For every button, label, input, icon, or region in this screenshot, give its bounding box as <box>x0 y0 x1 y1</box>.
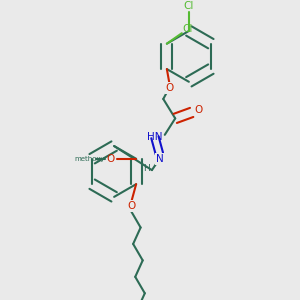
Text: O: O <box>106 154 115 164</box>
Text: methoxy: methoxy <box>74 156 104 162</box>
Text: O: O <box>194 105 202 115</box>
Text: O: O <box>127 201 135 211</box>
Text: HN: HN <box>147 132 163 142</box>
Text: H: H <box>143 164 150 173</box>
Text: O: O <box>166 83 174 93</box>
Text: Cl: Cl <box>184 1 194 11</box>
Text: Cl: Cl <box>183 24 193 34</box>
Text: N: N <box>156 154 164 164</box>
